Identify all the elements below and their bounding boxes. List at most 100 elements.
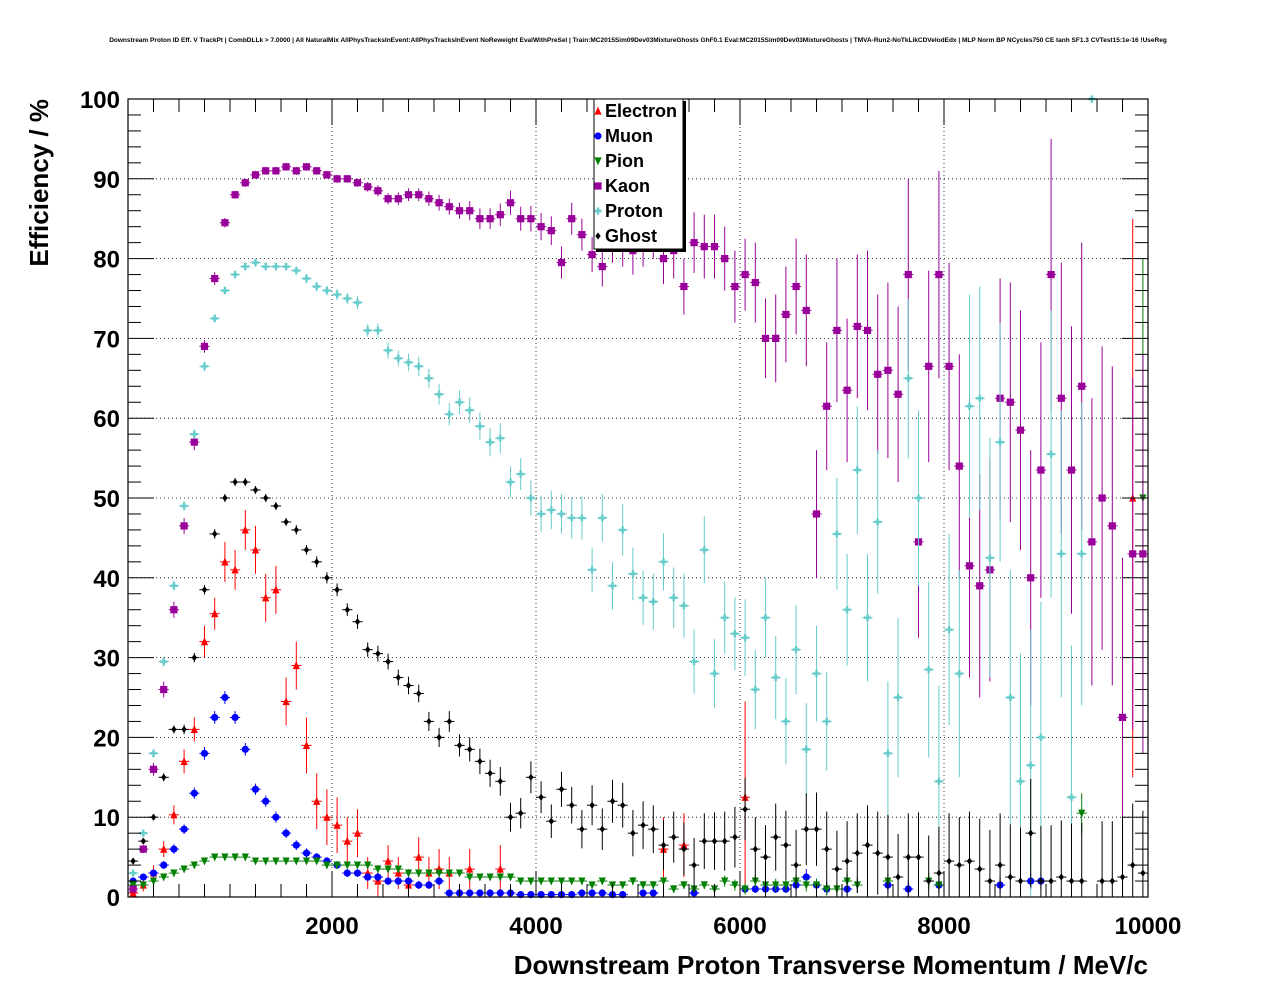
proton-point: [415, 362, 423, 370]
proton-point: [945, 626, 953, 634]
muon-point: [211, 713, 219, 722]
kaon-point: [139, 845, 147, 853]
proton-point: [843, 606, 851, 614]
ghost-point: [385, 657, 391, 666]
proton-point: [211, 314, 219, 323]
proton-point: [608, 582, 617, 590]
pion-point: [262, 857, 270, 866]
kaon-point: [792, 282, 800, 291]
kaon-point: [506, 199, 515, 207]
legend-label-pion: Pion: [605, 151, 644, 171]
kaon-point: [680, 282, 688, 291]
series-proton: [128, 95, 1097, 897]
ghost-point: [579, 825, 585, 833]
proton-point: [190, 430, 198, 438]
electron-point: [384, 856, 392, 865]
proton-point: [659, 558, 668, 566]
proton-point: [1006, 693, 1014, 702]
ghost-point: [130, 857, 136, 865]
proton-point: [863, 614, 872, 622]
kaon-point: [517, 215, 525, 223]
ghost-point: [885, 853, 891, 861]
proton-point: [853, 466, 861, 474]
pion-point: [292, 857, 300, 866]
muon-point: [802, 873, 810, 881]
pion-point: [445, 869, 453, 878]
proton-point: [976, 394, 984, 402]
muon-point: [251, 785, 260, 793]
ghost-point: [773, 833, 779, 841]
proton-point: [292, 266, 300, 275]
kaon-point: [568, 215, 576, 223]
pion-point: [231, 853, 239, 862]
ghost-point: [824, 845, 830, 853]
muon-point: [302, 849, 311, 857]
ghost-point: [599, 825, 605, 833]
proton-point: [874, 518, 882, 526]
pion-point: [211, 853, 219, 862]
ghost-point: [263, 494, 269, 502]
ghost-point: [997, 861, 1003, 869]
x-tick-label: 8000: [917, 913, 970, 940]
kaon-point: [874, 370, 882, 378]
pion-point: [598, 877, 606, 886]
proton-point: [445, 410, 453, 418]
ghost-point: [1038, 877, 1044, 885]
legend-label-electron: Electron: [605, 101, 677, 121]
ghost-point: [293, 526, 299, 534]
legend-box: [593, 98, 684, 250]
ghost-point: [497, 777, 503, 785]
legend-marker-pion: [594, 157, 602, 166]
kaon-point: [741, 270, 749, 279]
proton-point: [323, 286, 331, 295]
kaon-point: [323, 171, 331, 179]
kaon-point: [455, 207, 464, 215]
ghost-point: [956, 861, 962, 869]
ghost-point: [783, 841, 789, 849]
y-tick-label: 10: [93, 805, 120, 832]
electron-point: [415, 852, 423, 861]
proton-point: [506, 478, 515, 486]
kaon-point: [129, 885, 137, 893]
y-tick-label: 70: [93, 326, 120, 353]
ghost-point: [752, 845, 758, 853]
muon-point: [476, 889, 484, 897]
proton-point: [353, 298, 362, 307]
electron-point: [241, 525, 249, 534]
ghost-point: [242, 478, 248, 486]
proton-point: [313, 282, 321, 291]
pion-point: [323, 861, 331, 870]
ghost-point: [977, 865, 983, 873]
kaon-point: [445, 203, 453, 211]
pion-point: [415, 869, 423, 878]
electron-point: [211, 609, 219, 618]
kaon-point: [772, 334, 780, 342]
proton-point: [435, 390, 443, 398]
electron-point: [292, 661, 300, 670]
ghost-point: [528, 773, 534, 781]
kaon-point: [466, 207, 474, 215]
proton-point: [394, 354, 402, 362]
kaon-point: [272, 167, 280, 175]
ghost-point: [1028, 829, 1034, 837]
pion-point: [751, 877, 759, 886]
ghost-point: [701, 837, 707, 845]
ghost-point: [589, 801, 595, 809]
legend-shadow-bottom: [596, 249, 686, 252]
ghost-point: [212, 530, 218, 538]
kaon-point: [292, 167, 300, 175]
y-tick-label: 50: [93, 486, 120, 513]
ghost-point: [1068, 877, 1075, 885]
proton-point: [476, 422, 484, 430]
kaon-point: [200, 342, 209, 350]
y-tick-label: 40: [93, 566, 120, 593]
muon-point: [394, 877, 402, 885]
ghost-point: [834, 865, 840, 873]
ghost-point: [905, 853, 911, 861]
proton-point: [333, 290, 341, 299]
electron-point: [496, 864, 504, 873]
ghost-point: [283, 518, 289, 526]
proton-point: [894, 693, 902, 702]
kaon-point: [1047, 270, 1055, 279]
